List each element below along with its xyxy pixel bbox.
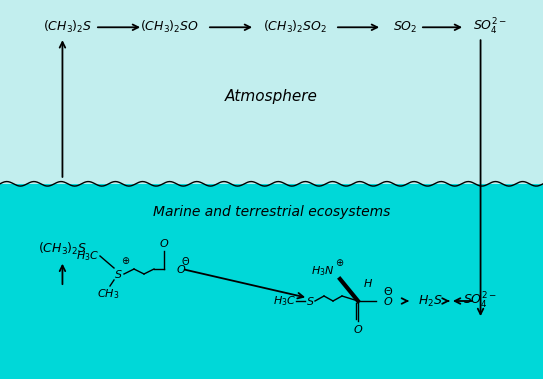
Text: $H_3C$: $H_3C$: [273, 294, 296, 308]
Text: Marine and terrestrial ecosystems: Marine and terrestrial ecosystems: [153, 205, 390, 219]
Text: $S$: $S$: [306, 295, 314, 307]
Text: Atmosphere: Atmosphere: [225, 89, 318, 104]
Text: $O$: $O$: [383, 295, 393, 307]
Text: $H_2S$: $H_2S$: [418, 293, 443, 309]
Text: $CH_3$: $CH_3$: [97, 287, 119, 301]
Text: $SO_4^{2-}$: $SO_4^{2-}$: [463, 291, 498, 311]
Text: $(CH_3)_2SO$: $(CH_3)_2SO$: [141, 19, 200, 35]
Bar: [0, 0, 543, 184]
Text: $O$: $O$: [176, 263, 186, 275]
Text: $\Theta$: $\Theta$: [383, 285, 393, 297]
Text: $\Theta$: $\Theta$: [181, 255, 191, 267]
Text: $H_3N$: $H_3N$: [311, 264, 335, 278]
Text: $O$: $O$: [159, 237, 169, 249]
Text: $\oplus$: $\oplus$: [336, 257, 345, 268]
Bar: [0, 184, 543, 379]
Text: $(CH_3)_2SO_2$: $(CH_3)_2SO_2$: [263, 19, 327, 35]
Text: $H$: $H$: [363, 277, 373, 289]
Text: $SO_4^{2-}$: $SO_4^{2-}$: [473, 17, 507, 38]
Text: $O$: $O$: [353, 323, 363, 335]
Text: $SO_2$: $SO_2$: [393, 20, 417, 35]
Text: $\oplus$: $\oplus$: [122, 255, 131, 266]
Text: $H_3C$: $H_3C$: [77, 249, 100, 263]
Text: $S$: $S$: [113, 268, 122, 280]
Text: $(CH_3)_2S$: $(CH_3)_2S$: [43, 19, 93, 35]
Text: $(CH_3)_2S$: $(CH_3)_2S$: [38, 241, 87, 257]
